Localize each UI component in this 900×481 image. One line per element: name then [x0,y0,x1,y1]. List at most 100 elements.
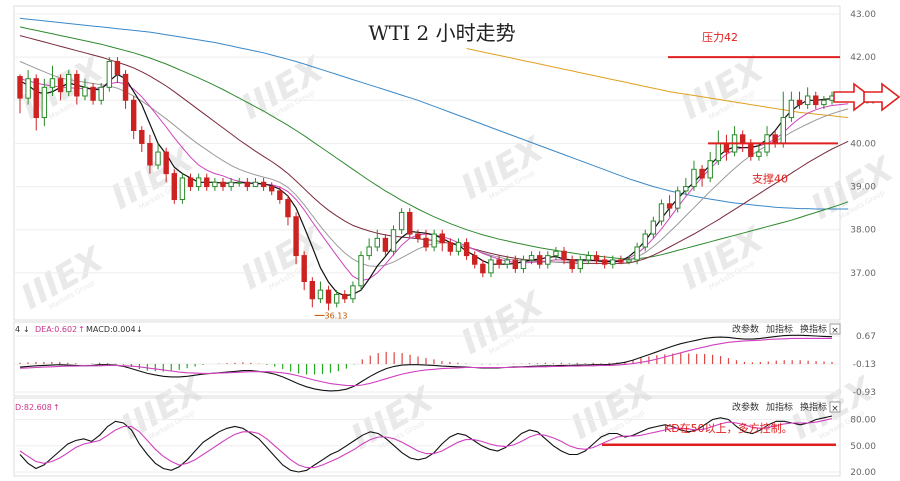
close-panel-box[interactable] [829,323,841,335]
candle-body [333,293,340,304]
kd-legend-d: D:82.608 [15,403,52,412]
candle [536,251,543,269]
candle-body [545,255,551,265]
candle [122,70,129,109]
candle [455,238,462,256]
candle [366,238,372,260]
candle [634,242,640,265]
kd-panel[interactable]: 80.00 50.00 20.00 D:82.608 ↑ 改参数 加指标 换指标 ×… [13,397,876,478]
candle [601,255,608,269]
candle [147,134,153,174]
switch-indicator-button[interactable]: 换指标 [800,401,827,413]
macd-y-tick-label: 0.67 [856,332,876,342]
candle [106,57,113,92]
candle [49,65,56,96]
candle-body [342,293,348,300]
candle [407,208,413,239]
candle-body [756,151,762,157]
candle-body [804,95,811,106]
candle [610,255,616,269]
watermark-logo: IIIEX [15,239,112,318]
candle [528,251,535,265]
candle-body [431,233,437,248]
candle-body [90,86,96,101]
macd-panel[interactable]: 0.67 -0.13 -0.93 4 ↓ DEA:0.602 ↑ MACD:0.00… [13,321,876,398]
edit-params-button[interactable]: 改参数 [732,323,759,335]
low-marker: 36.13 [314,311,348,320]
candle-body [155,151,161,166]
candle [569,255,575,273]
candle-body [277,190,283,201]
right-arrow-icon[interactable] [833,82,873,112]
candle-body [691,168,697,188]
candle-body [66,73,72,93]
candle-body [293,216,299,257]
candle [358,251,364,291]
candle-body [74,73,80,97]
candle-body [561,250,567,261]
switch-indicator-button[interactable]: 换指标 [800,323,827,335]
watermark-logo: IIIEX [115,369,212,448]
candle-body [577,259,583,270]
candle-body [748,142,754,157]
candle [17,74,23,114]
macd-legend-dea: DEA:0.602 [35,325,77,334]
low-marker-label: 36.13 [325,311,348,320]
candle-body [821,99,827,106]
candle-body [204,177,210,188]
candle-body [407,211,413,235]
candle [561,246,567,265]
candle [553,246,559,260]
add-indicator-button[interactable]: 加指标 [766,401,793,413]
candle [139,126,145,153]
candle [756,143,762,161]
edit-params-button[interactable]: 改参数 [732,401,759,413]
candle-body [317,289,324,300]
watermark-logo: IIIEX [455,284,552,363]
price-y-tick-label: 43.00 [850,10,876,20]
candle [269,182,275,196]
candle [390,225,397,256]
close-icon[interactable]: × [831,326,839,336]
candle-body [488,259,494,274]
candle-body [269,186,275,192]
candle-body [49,78,56,88]
kd-lines [19,415,833,473]
candle [772,130,778,148]
candle-body [569,259,575,270]
candle-body [683,186,689,192]
candle [252,177,259,188]
candle-body [528,255,535,261]
candle-body [98,86,104,101]
candle [545,251,551,269]
add-indicator-button[interactable]: 加指标 [766,323,793,335]
resistance-label: 压力42 [702,31,738,44]
kd-annotation-label: KD在50以上，多方控制。 [664,421,793,435]
candle-body [309,280,316,300]
candle [301,251,307,291]
candle-body [212,181,218,188]
candle-body [423,237,429,248]
down-arrow-icon: ↓ [136,325,143,334]
candle-body [610,259,616,265]
candle-body [358,255,364,287]
candle [504,255,510,269]
close-icon[interactable]: × [831,404,839,414]
close-panel-box[interactable] [829,401,841,413]
candlestick-series [17,57,835,311]
macd-legend-macd: MACD:0.004 [86,325,136,334]
candle [666,195,673,217]
price-y-tick-label: 42.00 [850,53,876,63]
right-arrow-icon-2[interactable] [863,82,900,112]
candle [74,70,80,105]
macd-y-tick-label: -0.93 [853,388,876,398]
next-arrow-icon[interactable] [833,82,900,112]
candle-body [618,259,624,263]
candle-body [788,99,795,119]
candle [699,165,705,187]
candle-body [130,99,137,131]
candle [187,173,194,191]
